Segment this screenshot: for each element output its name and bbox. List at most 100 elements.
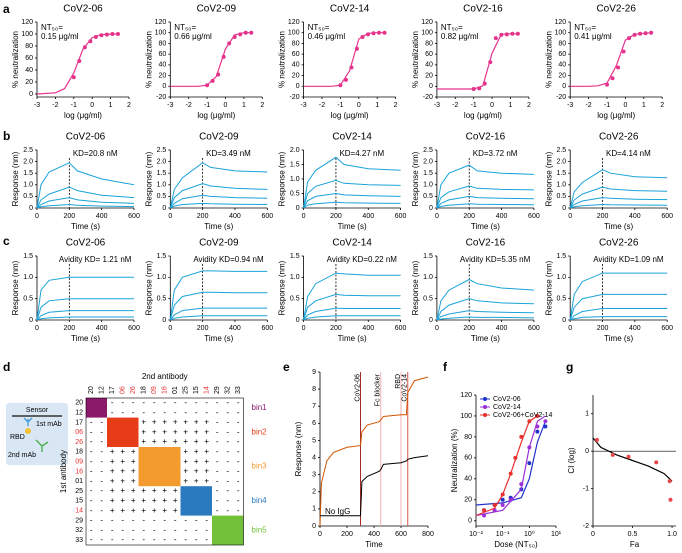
cell: - — [100, 486, 103, 495]
series-line — [569, 169, 668, 209]
y-tick-label: 1.5 — [290, 253, 300, 260]
x-axis-label: log (μg/ml) — [331, 111, 369, 120]
x-axis-label: Time (s) — [204, 222, 233, 231]
data-point — [543, 419, 548, 424]
cell: - — [121, 525, 124, 534]
series-line — [436, 164, 534, 209]
cell: - — [153, 535, 156, 544]
x-tick-label: 600 — [395, 325, 407, 332]
cell: - — [121, 535, 124, 544]
x-tick-label: 600 — [528, 213, 540, 220]
bin-label: bin5 — [252, 525, 268, 534]
cell: - — [216, 447, 219, 456]
y-tick-label: 1.5 — [157, 170, 167, 177]
cell: - — [100, 535, 103, 544]
cell: + — [194, 447, 199, 456]
y-tick-label: 40 — [292, 62, 300, 69]
y-tick-label: 2.5 — [423, 147, 433, 154]
series-line — [436, 278, 534, 321]
cell: + — [183, 457, 188, 466]
cell: + — [173, 486, 178, 495]
cell: - — [216, 418, 219, 427]
cell: - — [132, 408, 135, 417]
y-tick-label: 2.5 — [23, 147, 33, 154]
row-label: 32 — [75, 527, 83, 534]
data-point — [382, 30, 387, 35]
cell: + — [162, 418, 167, 427]
series-line — [569, 293, 668, 321]
series-line — [169, 194, 268, 209]
y-axis-label: Response (nm) — [411, 260, 420, 315]
x-tick-label: -3 — [567, 102, 573, 109]
y-tick-label: 20 — [558, 72, 566, 79]
cell: - — [195, 516, 198, 525]
annotation: Avidity KD= 1.21 nM — [59, 255, 132, 264]
cell: - — [184, 516, 187, 525]
cell: - — [142, 525, 145, 534]
cell: - — [90, 457, 93, 466]
y-tick-label: 80 — [159, 40, 167, 47]
series-line — [36, 298, 134, 321]
y-tick-label: 2.5 — [556, 147, 566, 154]
row-label: 14 — [75, 508, 83, 515]
y-tick-label: 6 — [312, 420, 316, 427]
y-tick-label: 60 — [558, 51, 566, 58]
x-tick-label: 400 — [496, 213, 508, 220]
data-point — [115, 32, 120, 36]
x-tick-label: -1 — [471, 102, 477, 109]
data-point — [499, 32, 504, 37]
cell: - — [226, 427, 229, 436]
cell: + — [162, 427, 167, 436]
chart-title: CoV2-14 — [332, 238, 372, 249]
y-tick-label: 1.0 — [157, 274, 167, 281]
data-point — [535, 424, 540, 429]
row-label: 25 — [75, 488, 83, 495]
fit-line — [475, 420, 546, 506]
cell: + — [131, 476, 136, 485]
cell: + — [204, 437, 209, 446]
data-point — [535, 413, 540, 418]
cell: + — [110, 457, 115, 466]
chart-title: CoV2-09 — [197, 4, 237, 15]
panel-letter: g — [566, 360, 573, 374]
series-line — [303, 307, 401, 321]
cell: - — [216, 506, 219, 515]
cell: - — [100, 496, 103, 505]
cell: + — [131, 457, 136, 466]
x-tick-label: 600 — [395, 213, 407, 220]
x-tick-label: 0 — [168, 213, 172, 220]
y-tick-label: 2.0 — [23, 158, 33, 165]
annotation: 0.15 μg/ml — [41, 32, 79, 41]
x-tick-label: -1 — [71, 102, 77, 109]
cell: - — [142, 398, 145, 407]
cell: - — [142, 535, 145, 544]
series-line — [303, 293, 401, 321]
x-axis-label: Time (s) — [338, 334, 367, 343]
cell: + — [141, 486, 146, 495]
row-label: 01 — [75, 478, 83, 485]
data-point — [238, 32, 243, 37]
cell: + — [131, 506, 136, 515]
cell: - — [111, 535, 114, 544]
y-tick-label: 4 — [312, 454, 316, 461]
data-point — [500, 492, 505, 497]
column-label: 15 — [193, 386, 200, 394]
legend-label: CoV2-06 — [493, 396, 521, 403]
x-tick-label: 0 — [168, 325, 172, 332]
y-axis-label: Neutralization (%) — [450, 428, 459, 492]
y-tick-label: 7 — [312, 403, 316, 410]
row-label: 20 — [75, 400, 83, 407]
y-tick-label: 100 — [460, 413, 472, 420]
data-point — [482, 513, 487, 518]
data-point — [471, 86, 476, 91]
cell: + — [141, 496, 146, 505]
data-point — [519, 434, 524, 439]
event-label: CoV2-06 — [354, 374, 361, 402]
x-tick-label: 400 — [362, 213, 374, 220]
chart-title: CoV2-06 — [66, 132, 106, 143]
cell: - — [226, 408, 229, 417]
fit-line — [436, 33, 520, 90]
x-tick-label: 400 — [229, 213, 241, 220]
column-label: 25 — [183, 386, 190, 394]
cell: - — [216, 408, 219, 417]
